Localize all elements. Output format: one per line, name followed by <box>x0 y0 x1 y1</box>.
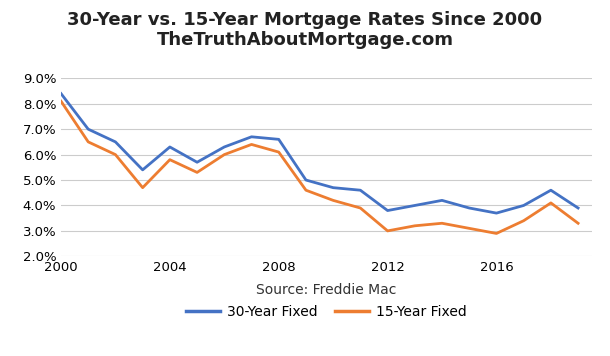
30-Year Fixed <box>57 91 65 96</box>
30-Year Fixed <box>384 208 391 213</box>
15-Year Fixed <box>465 226 473 230</box>
30-Year Fixed <box>275 137 282 141</box>
30-Year Fixed <box>166 145 173 149</box>
Line: 30-Year Fixed: 30-Year Fixed <box>61 94 578 213</box>
30-Year Fixed <box>493 211 500 215</box>
15-Year Fixed <box>329 198 337 203</box>
15-Year Fixed <box>411 224 418 228</box>
30-Year Fixed <box>329 185 337 190</box>
30-Year Fixed <box>520 203 527 208</box>
15-Year Fixed <box>248 142 255 147</box>
15-Year Fixed <box>575 221 582 225</box>
30-Year Fixed <box>575 206 582 210</box>
15-Year Fixed <box>166 158 173 162</box>
30-Year Fixed <box>357 188 364 192</box>
15-Year Fixed <box>57 99 65 103</box>
30-Year Fixed <box>193 160 201 164</box>
30-Year Fixed <box>303 178 310 182</box>
15-Year Fixed <box>275 150 282 154</box>
15-Year Fixed <box>493 231 500 236</box>
30-Year Fixed <box>139 168 146 172</box>
15-Year Fixed <box>193 170 201 174</box>
15-Year Fixed <box>520 219 527 223</box>
15-Year Fixed <box>85 140 92 144</box>
30-Year Fixed <box>465 206 473 210</box>
30-Year Fixed <box>248 135 255 139</box>
30-Year Fixed <box>112 140 119 144</box>
Line: 15-Year Fixed: 15-Year Fixed <box>61 101 578 234</box>
15-Year Fixed <box>221 152 228 157</box>
30-Year Fixed <box>221 145 228 149</box>
30-Year Fixed <box>85 127 92 131</box>
30-Year Fixed <box>439 198 446 203</box>
X-axis label: Source: Freddie Mac: Source: Freddie Mac <box>256 283 396 297</box>
15-Year Fixed <box>439 221 446 225</box>
15-Year Fixed <box>547 201 554 205</box>
Legend: 30-Year Fixed, 15-Year Fixed: 30-Year Fixed, 15-Year Fixed <box>180 299 473 324</box>
15-Year Fixed <box>303 188 310 192</box>
15-Year Fixed <box>112 152 119 157</box>
15-Year Fixed <box>357 206 364 210</box>
15-Year Fixed <box>384 229 391 233</box>
Text: 30-Year vs. 15-Year Mortgage Rates Since 2000
TheTruthAboutMortgage.com: 30-Year vs. 15-Year Mortgage Rates Since… <box>68 11 542 49</box>
15-Year Fixed <box>139 185 146 190</box>
30-Year Fixed <box>547 188 554 192</box>
30-Year Fixed <box>411 203 418 208</box>
